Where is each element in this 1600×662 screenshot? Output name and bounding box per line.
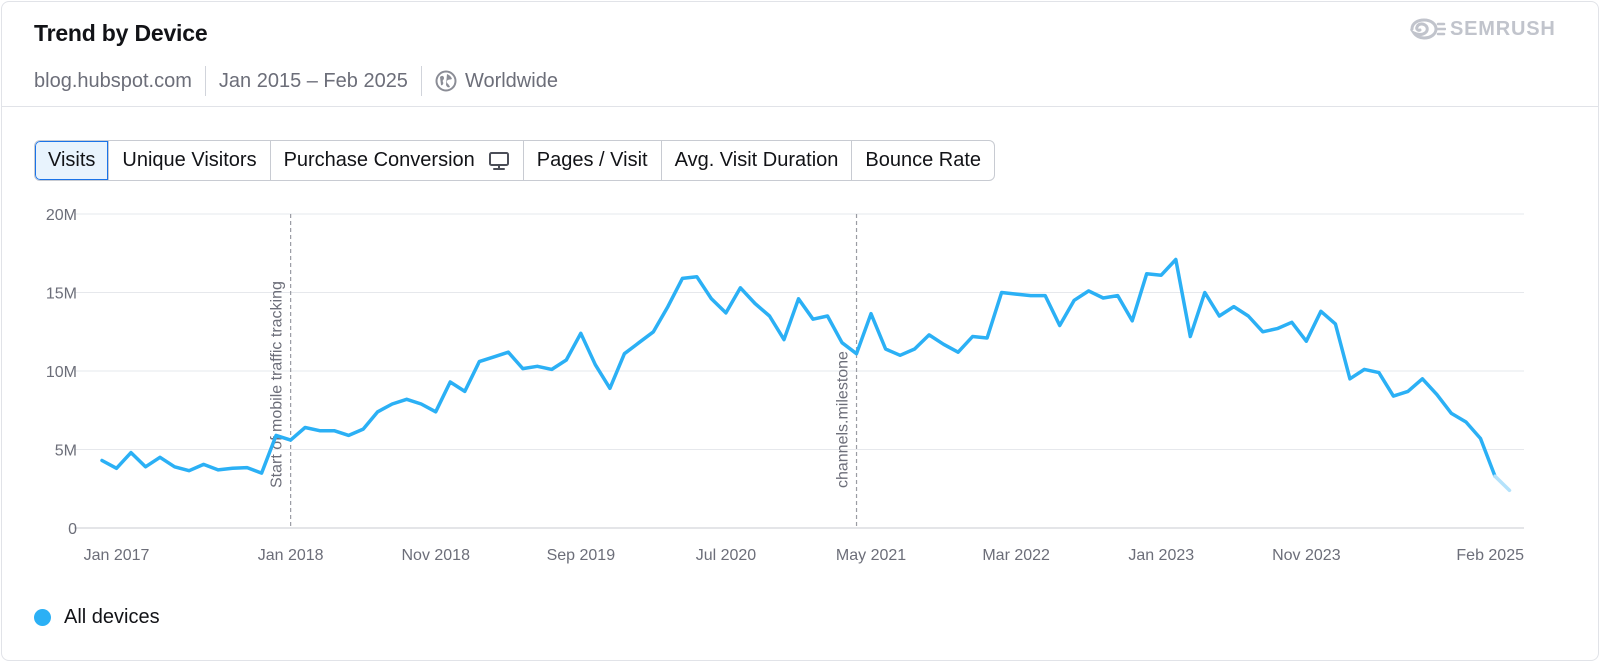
widget-meta: blog.hubspot.com Jan 2015 – Feb 2025 Wor…	[34, 66, 558, 96]
visits-line-chart: 0 5M 10M 15M 20M Jan 2017 Jan 2018 Nov 2018 Sep …	[46, 207, 1524, 564]
date-range-label: Jan 2015 – Feb 2025	[218, 69, 408, 92]
x-tick-label: Mar 2022	[982, 547, 1050, 564]
tab-visits[interactable]: Visits	[35, 141, 109, 180]
series-line-all-devices	[100, 257, 1497, 478]
chart-legend: All devices	[34, 606, 160, 629]
semrush-logo: SEMRUSH	[1410, 14, 1556, 44]
y-tick-label: 20M	[46, 207, 77, 224]
globe-icon	[435, 70, 457, 92]
x-tick-label: May 2021	[836, 547, 906, 564]
tab-unique-visitors[interactable]: Unique Visitors	[108, 141, 269, 180]
semrush-wordmark: SEMRUSH	[1450, 17, 1556, 40]
tab-label: Purchase Conversion	[283, 149, 475, 171]
x-tick-label: Sep 2019	[547, 547, 616, 564]
meta-separator	[420, 66, 422, 96]
metric-tabs: Visits Unique Visitors Purchase Conversi…	[34, 140, 996, 181]
legend-label-all-devices: All devices	[64, 606, 160, 628]
tab-label: Bounce Rate	[865, 149, 982, 171]
y-tick-label: 5M	[55, 443, 77, 460]
y-tick-label: 15M	[46, 286, 77, 303]
meta-separator	[204, 66, 206, 96]
region-label: Worldwide	[464, 69, 558, 92]
domain-label: blog.hubspot.com	[34, 69, 192, 92]
tab-purchase-conversion[interactable]: Purchase Conversion	[269, 141, 523, 180]
x-tick-label: Jan 2018	[258, 547, 324, 564]
tab-label: Unique Visitors	[122, 149, 257, 171]
x-tick-label: Nov 2018	[401, 547, 470, 564]
legend-swatch-all-devices[interactable]	[34, 609, 51, 626]
header-divider	[2, 106, 1598, 107]
x-tick-label: Jan 2023	[1128, 547, 1194, 564]
tab-bounce-rate[interactable]: Bounce Rate	[851, 141, 994, 180]
series-line-partial-segment	[1493, 474, 1512, 493]
x-tick-label: Jul 2020	[696, 547, 757, 564]
x-tick-label: Feb 2025	[1456, 547, 1524, 564]
desktop-icon	[488, 151, 509, 170]
y-tick-label: 0	[68, 521, 77, 538]
semrush-flame-icon	[1410, 18, 1446, 40]
y-tick-label: 10M	[46, 364, 77, 381]
tab-label: Visits	[48, 149, 96, 171]
tab-label: Pages / Visit	[536, 149, 648, 171]
widget-title: Trend by Device	[34, 20, 208, 46]
tab-avg-visit-duration[interactable]: Avg. Visit Duration	[660, 141, 852, 180]
annotation-label: Start of mobile traffic tracking	[269, 281, 286, 488]
tab-pages-per-visit[interactable]: Pages / Visit	[522, 141, 661, 180]
x-tick-label: Jan 2017	[84, 547, 150, 564]
annotation-label: channels.milestone	[835, 351, 852, 488]
tab-label: Avg. Visit Duration	[674, 149, 839, 171]
x-tick-label: Nov 2023	[1272, 547, 1341, 564]
